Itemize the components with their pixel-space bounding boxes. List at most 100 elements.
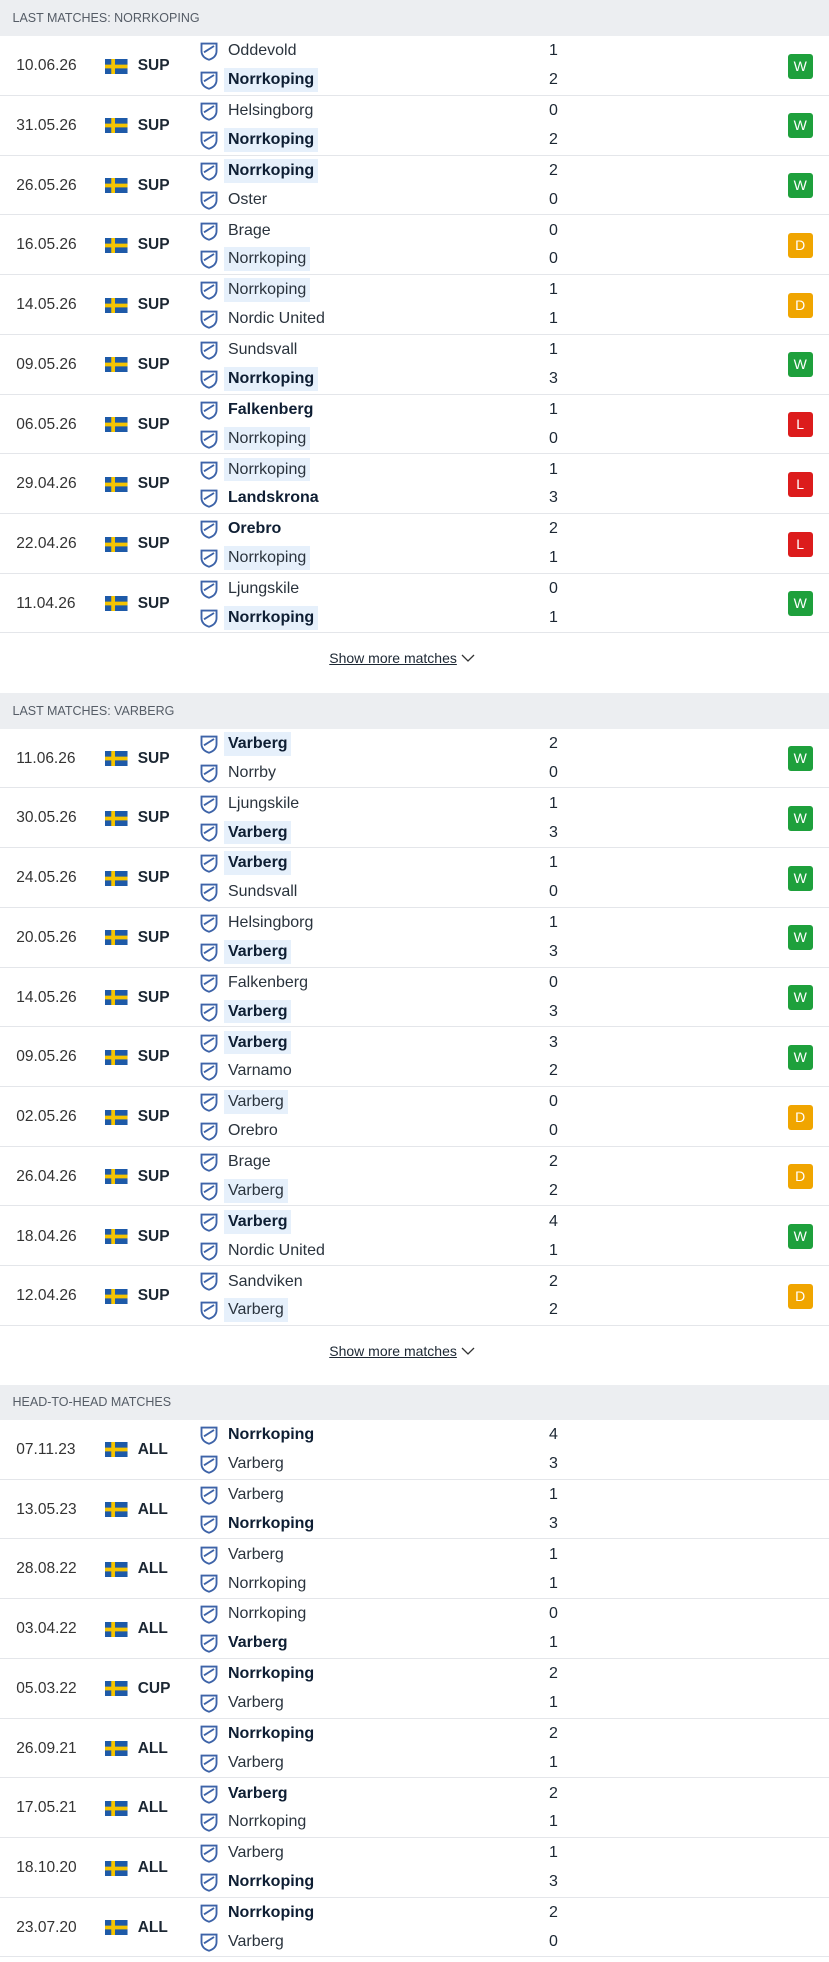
team-logo <box>199 1121 219 1141</box>
show-more-text[interactable]: Show more matches <box>329 1342 457 1359</box>
match-date: 24.05.26 <box>16 869 77 887</box>
score: 2 <box>549 71 558 89</box>
league: ALL <box>137 1799 168 1817</box>
section-title: LAST MATCHES: NORRKOPING <box>12 11 200 25</box>
show-more[interactable]: Show more matches <box>0 646 804 671</box>
team-name: Helsingborg <box>227 914 314 932</box>
team-logo <box>199 1903 219 1923</box>
score: 1 <box>549 281 558 299</box>
score: 0 <box>549 763 558 781</box>
country-flag <box>105 237 128 253</box>
league: ALL <box>137 1500 168 1518</box>
score: 2 <box>549 1665 558 1683</box>
show-more-text[interactable]: Show more matches <box>329 650 457 667</box>
score: 1 <box>549 794 558 812</box>
league: SUP <box>137 355 170 373</box>
score: 0 <box>549 429 558 447</box>
country-flag <box>105 58 128 74</box>
row-separator <box>0 1836 829 1838</box>
score: 3 <box>549 1873 558 1891</box>
match-date: 14.05.26 <box>16 988 77 1006</box>
team-name: Varberg <box>224 1090 288 1115</box>
score: 2 <box>549 1062 558 1080</box>
league: SUP <box>137 1287 170 1305</box>
team-logo <box>199 913 219 933</box>
score: 2 <box>549 1904 558 1922</box>
row-separator <box>0 632 829 634</box>
row-separator <box>0 1265 829 1267</box>
league: ALL <box>137 1859 168 1876</box>
result-badge: W <box>787 173 813 199</box>
team-logo <box>199 1485 219 1505</box>
team-name: Norrkoping <box>227 1514 315 1532</box>
score: 1 <box>549 854 558 872</box>
team-logo <box>199 1812 219 1833</box>
country-flag <box>105 1561 128 1577</box>
row-separator <box>0 1777 829 1779</box>
show-more[interactable]: Show more matches <box>0 1339 804 1364</box>
team-logo <box>199 1033 219 1053</box>
score: 0 <box>549 190 558 208</box>
team-name: Brage <box>227 221 271 239</box>
team-logo <box>199 1061 219 1082</box>
country-flag <box>105 1920 128 1936</box>
team-name: Varberg <box>224 1178 288 1203</box>
score: 1 <box>549 1545 558 1563</box>
team-logo <box>199 429 219 449</box>
row-separator <box>0 1717 829 1719</box>
country-flag <box>105 417 128 433</box>
league: SUP <box>137 749 170 767</box>
team-name: Nordic United <box>227 310 325 328</box>
match-date: 28.08.22 <box>16 1560 77 1578</box>
team-name: Norrkoping <box>227 1904 315 1922</box>
score: 3 <box>549 943 558 960</box>
result-badge: W <box>787 865 813 891</box>
score: 0 <box>549 1122 558 1140</box>
team-logo <box>199 190 219 210</box>
team-name: Norrkoping <box>224 247 311 272</box>
match-date: 06.05.26 <box>16 415 77 433</box>
team-logo <box>199 608 219 628</box>
section-header <box>0 692 829 729</box>
league: SUP <box>137 1227 170 1245</box>
score: 3 <box>549 1455 558 1472</box>
team-logo <box>199 1181 219 1201</box>
match-date: 03.04.22 <box>16 1620 77 1638</box>
country-flag <box>105 1288 128 1304</box>
row-separator <box>0 1324 829 1326</box>
team-logo <box>199 1241 219 1261</box>
team-name: Varberg <box>224 851 292 876</box>
score: 0 <box>549 883 558 901</box>
team-logo <box>199 763 219 783</box>
league: ALL <box>137 1620 168 1638</box>
score: 4 <box>549 1212 558 1230</box>
team-name: Norrkoping <box>227 1665 315 1683</box>
team-name: Norrkoping <box>227 1724 315 1742</box>
team-logo <box>199 1693 219 1713</box>
team-logo <box>199 1300 219 1320</box>
team-logo <box>199 1604 219 1625</box>
team-logo <box>199 309 219 329</box>
country-flag <box>105 1502 128 1518</box>
team-logo <box>199 460 219 480</box>
score: 3 <box>549 369 558 387</box>
country-flag <box>105 1860 128 1876</box>
country-flag <box>105 1049 128 1065</box>
score: 0 <box>549 102 558 120</box>
country-flag <box>105 930 128 946</box>
score: 0 <box>549 973 558 991</box>
team-name: Norrkoping <box>224 605 318 630</box>
league: SUP <box>137 869 170 887</box>
team-logo <box>199 1724 219 1744</box>
team-name: Varnamo <box>227 1062 292 1080</box>
league: SUP <box>137 57 170 75</box>
team-name: Varberg <box>224 820 292 845</box>
country-flag <box>105 536 128 552</box>
team-logo <box>199 1573 219 1594</box>
country-flag <box>105 297 128 313</box>
team-logo <box>199 1784 219 1804</box>
team-logo <box>199 1212 219 1232</box>
match-date: 11.04.26 <box>16 594 76 612</box>
team-name: Norrkoping <box>227 1574 307 1592</box>
score: 0 <box>549 1093 558 1111</box>
